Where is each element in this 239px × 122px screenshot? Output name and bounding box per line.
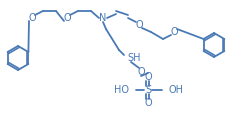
Text: O: O [144, 98, 152, 108]
Text: N: N [99, 13, 107, 23]
Text: OH: OH [169, 85, 184, 95]
Text: O: O [135, 20, 143, 30]
Text: O: O [63, 13, 71, 23]
Text: SH: SH [127, 53, 141, 63]
Text: O: O [170, 27, 178, 37]
Text: O: O [144, 72, 152, 82]
Text: S: S [145, 85, 151, 95]
Text: O: O [137, 67, 145, 77]
Text: HO: HO [114, 85, 129, 95]
Text: O: O [28, 13, 36, 23]
